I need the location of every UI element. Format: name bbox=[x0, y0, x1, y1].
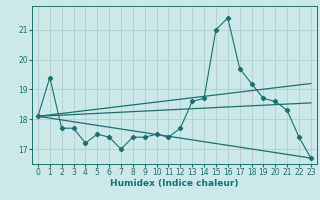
X-axis label: Humidex (Indice chaleur): Humidex (Indice chaleur) bbox=[110, 179, 239, 188]
